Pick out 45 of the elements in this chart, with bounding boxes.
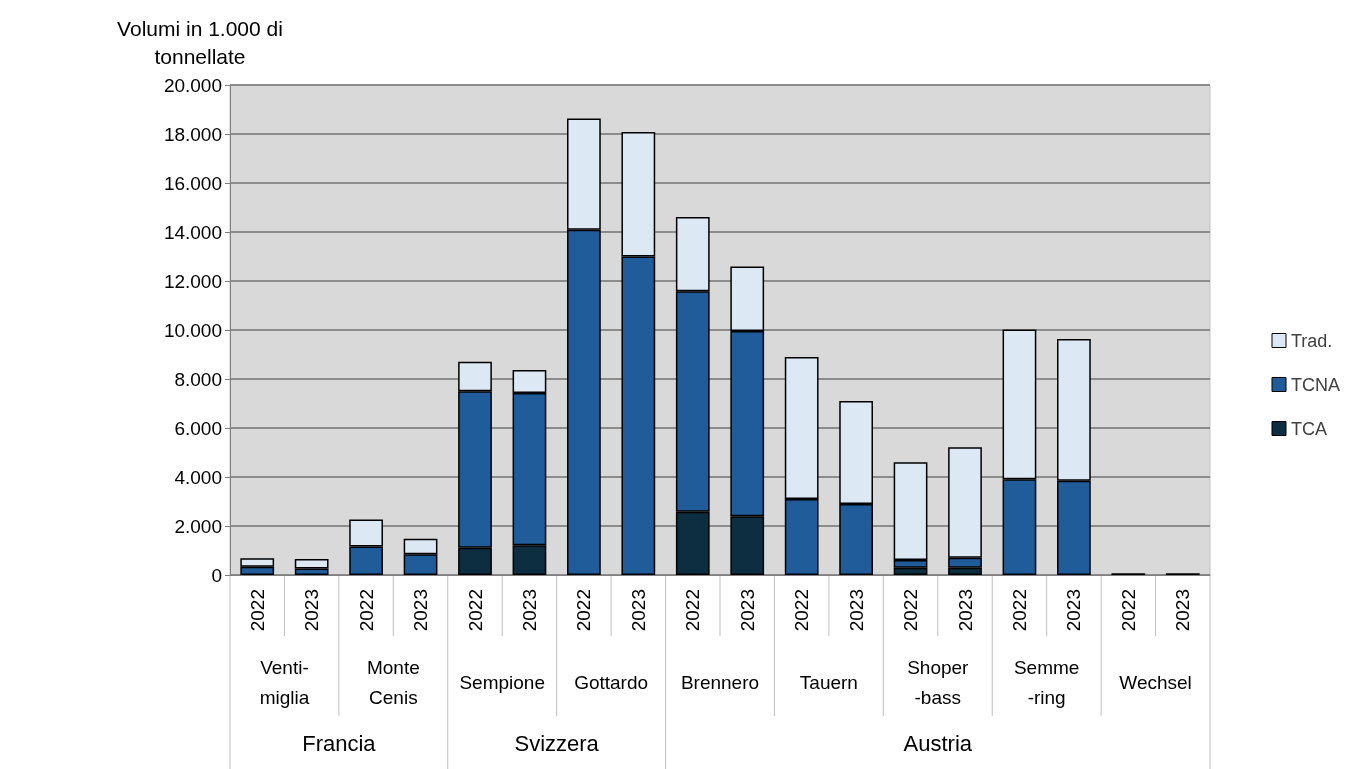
y-tick-label: 14.000 bbox=[163, 221, 222, 243]
x-tick-label: 2022 bbox=[355, 589, 377, 632]
y-tick-label: 2.000 bbox=[174, 515, 222, 537]
y-tick-label: 20.000 bbox=[163, 74, 222, 96]
x-tick-label: 2022 bbox=[1117, 589, 1139, 632]
legend-label: TCA bbox=[1291, 418, 1327, 439]
x-tick-label: 2023 bbox=[736, 589, 758, 632]
text: Monte Cenis bbox=[366, 656, 420, 708]
text: Tauern bbox=[799, 671, 858, 693]
text: Francia bbox=[302, 730, 377, 756]
y-tick-label: 6.000 bbox=[174, 417, 222, 439]
text: Sempione bbox=[459, 671, 545, 693]
x-tick-label: 2022 bbox=[791, 589, 813, 632]
legend-label: TCNA bbox=[1291, 374, 1340, 395]
x-tick-label: 2023 bbox=[627, 589, 649, 632]
x-tick-label: 2023 bbox=[1063, 589, 1085, 632]
y-tick-label: 18.000 bbox=[163, 123, 222, 145]
text: Austria bbox=[903, 730, 973, 756]
x-tick-label: 2022 bbox=[246, 589, 268, 632]
text: Venti- miglia bbox=[259, 656, 310, 708]
x-tick-label: 2022 bbox=[1008, 589, 1030, 632]
y-tick-label: 12.000 bbox=[163, 270, 222, 292]
x-tick-label: 2023 bbox=[845, 589, 867, 632]
x-tick-label: 2023 bbox=[301, 589, 323, 632]
text: Svizzera bbox=[514, 730, 600, 756]
x-tick-label: 2023 bbox=[518, 589, 540, 632]
y-tick-label: 10.000 bbox=[163, 319, 222, 341]
text: Shoper -bass bbox=[907, 656, 970, 708]
legend-label: Trad. bbox=[1291, 330, 1333, 351]
x-tick-label: 2023 bbox=[954, 589, 976, 632]
y-tick-label: 0 bbox=[211, 564, 222, 586]
x-tick-label: 2022 bbox=[900, 589, 922, 632]
y-tick-label: 4.000 bbox=[174, 466, 222, 488]
text: Semme -ring bbox=[1013, 656, 1080, 708]
x-tick-label: 2023 bbox=[1172, 589, 1194, 632]
x-tick-label: 2022 bbox=[682, 589, 704, 632]
text: Wechsel bbox=[1119, 671, 1192, 693]
y-axis-title: Volumi in 1.000 di tonnellate bbox=[117, 16, 283, 68]
x-tick-label: 2022 bbox=[573, 589, 595, 632]
y-tick-label: 16.000 bbox=[163, 172, 222, 194]
text: Gottardo bbox=[574, 671, 649, 693]
y-tick-label: 8.000 bbox=[174, 368, 222, 390]
x-tick-label: 2022 bbox=[464, 589, 486, 632]
x-tick-label: 2023 bbox=[410, 589, 432, 632]
text: Brennero bbox=[680, 671, 760, 693]
